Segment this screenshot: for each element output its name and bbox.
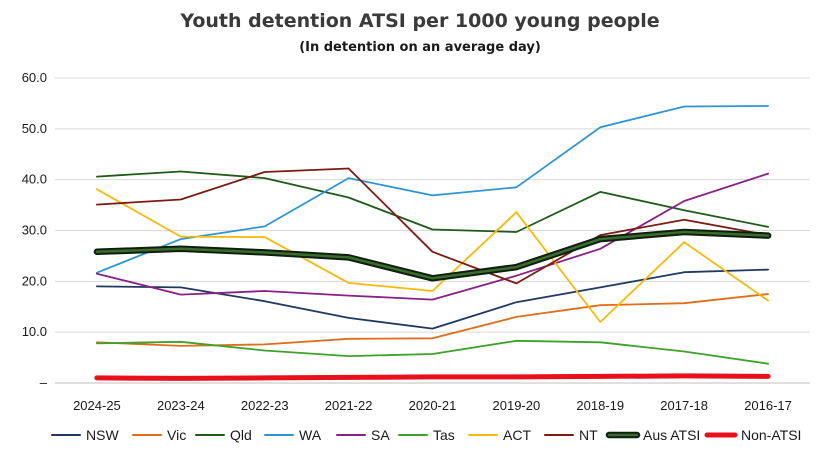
series-line-sa [96, 172, 769, 301]
chart-subtitle: (In detention on an average day) [299, 40, 541, 55]
series-line-qld [96, 170, 769, 233]
x-tick-label: 2019-20 [493, 398, 541, 413]
series-line-tas [96, 339, 769, 365]
series-line-vic [96, 293, 769, 347]
legend-label-vic: Vic [167, 427, 186, 443]
legend-label-non-atsi: Non-ATSI [741, 427, 801, 443]
series-line-wa [96, 105, 769, 274]
y-tick-label: – [40, 375, 48, 390]
x-tick-label: 2023-24 [157, 398, 205, 413]
series-line-nsw [96, 268, 769, 330]
x-tick-label: 2017-18 [660, 398, 708, 413]
series-line-act [96, 188, 769, 323]
x-tick-label: 2016-17 [744, 398, 792, 413]
x-tick-label: 2018-19 [576, 398, 624, 413]
y-tick-label: 10.0 [22, 324, 47, 339]
series-line-nt [96, 167, 769, 285]
legend-label-qld: Qld [230, 427, 252, 443]
y-tick-label: 50.0 [22, 121, 47, 136]
x-tick-label: 2021-22 [325, 398, 373, 413]
x-tick-label: 2020-21 [409, 398, 457, 413]
legend-label-act: ACT [503, 427, 531, 443]
series-line-aus-atsi [95, 230, 770, 280]
chart-title: Youth detention ATSI per 1000 young peop… [180, 10, 660, 32]
series-line-non-atsi [94, 373, 771, 381]
x-tick-label: 2022-23 [241, 398, 289, 413]
series-outline-aus-atsi [93, 228, 772, 282]
legend-label-aus-atsi: Aus ATSI [643, 427, 700, 443]
legend-label-tas: Tas [433, 427, 455, 443]
legend-label-nt: NT [579, 427, 598, 443]
legend-label-wa: WA [299, 427, 322, 443]
legend-label-nsw: NSW [86, 427, 119, 443]
y-tick-label: 30.0 [22, 223, 47, 238]
legend-label-sa: SA [371, 427, 390, 443]
x-tick-label: 2024-25 [73, 398, 121, 413]
y-tick-label: 60.0 [22, 70, 47, 85]
y-tick-label: 20.0 [22, 273, 47, 288]
y-tick-label: 40.0 [22, 172, 47, 187]
